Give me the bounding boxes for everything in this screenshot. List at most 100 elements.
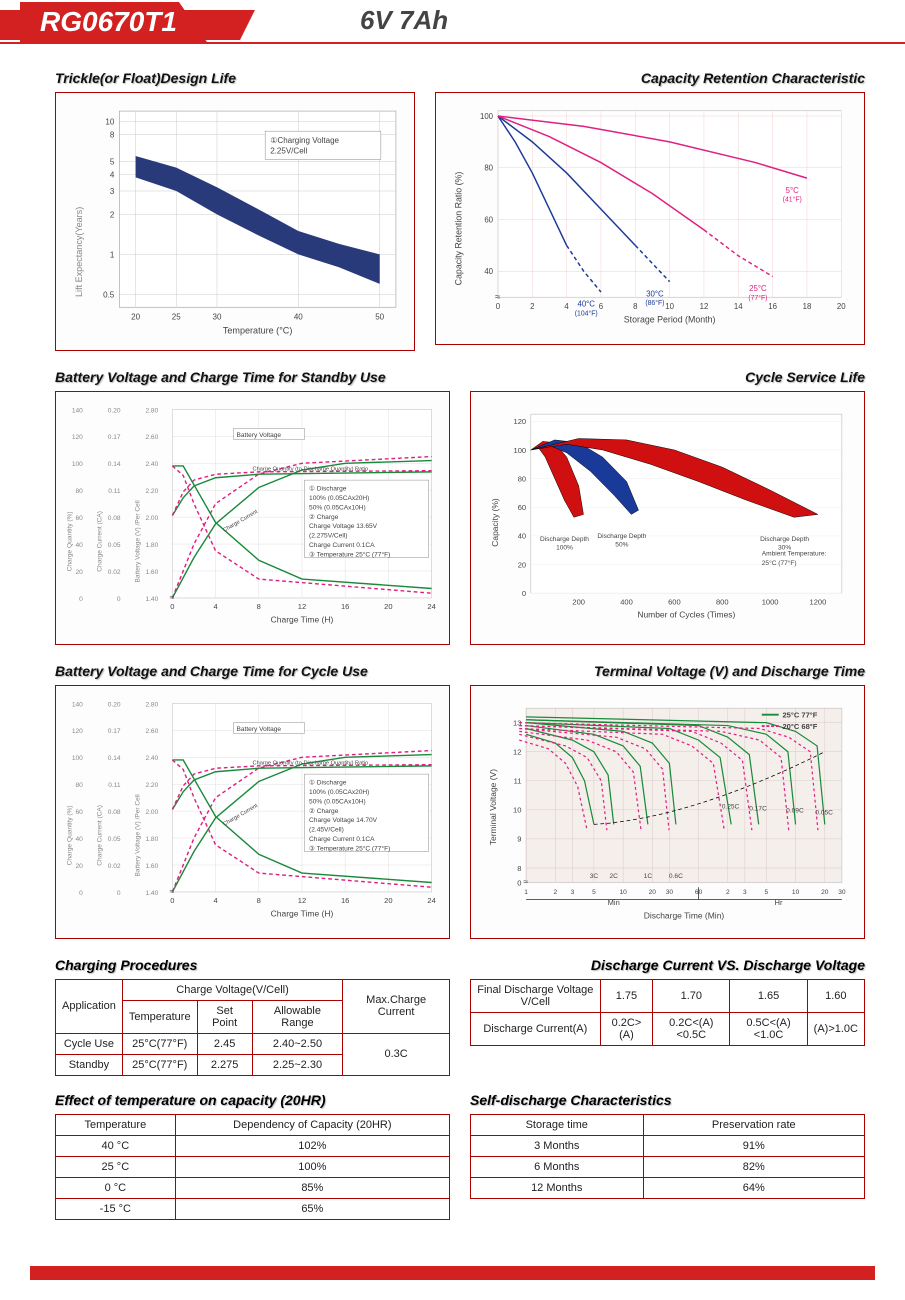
charging-procedures-title: Charging Procedures (55, 957, 450, 973)
svg-text:16: 16 (768, 302, 777, 311)
svg-text:120: 120 (72, 435, 83, 442)
svg-text:(41°F): (41°F) (783, 196, 802, 204)
svg-text:30: 30 (212, 312, 221, 321)
svg-text:Discharge Depth: Discharge Depth (760, 536, 809, 543)
svg-text:Discharge Depth: Discharge Depth (540, 536, 589, 543)
svg-text:20: 20 (76, 569, 84, 576)
svg-text:① Discharge: ① Discharge (309, 485, 347, 493)
cyclelife-title: Cycle Service Life (470, 369, 865, 385)
svg-text:60: 60 (76, 809, 84, 816)
svg-text:20: 20 (384, 896, 392, 905)
svg-text:2.40: 2.40 (145, 755, 158, 762)
trickle-svg: 0.5123458102025304050①Charging Voltage2.… (64, 101, 406, 342)
capacity-panel: Capacity Retention Characteristic 024681… (435, 70, 865, 351)
svg-text:3: 3 (110, 187, 115, 196)
svg-text:Charge Current (CA): Charge Current (CA) (97, 511, 104, 572)
content: Trickle(or Float)Design Life 0.512345810… (0, 70, 905, 1256)
svg-text:(77°F): (77°F) (748, 294, 767, 302)
svg-text:18: 18 (803, 302, 812, 311)
svg-text:60: 60 (484, 215, 493, 224)
svg-text:4: 4 (213, 896, 217, 905)
svg-text:10: 10 (619, 889, 627, 896)
svg-text:10: 10 (665, 302, 674, 311)
svg-text:1.40: 1.40 (145, 890, 158, 897)
cyclecharge-svg: 04812162024001.40200.021.60400.051.80600… (64, 694, 441, 930)
temp-effect-block: Effect of temperature on capacity (20HR)… (55, 1092, 450, 1220)
svg-text:25°C 77°F: 25°C 77°F (782, 711, 817, 720)
svg-text:600: 600 (668, 598, 681, 607)
svg-text:3C: 3C (590, 873, 599, 880)
svg-text:Charge Quantity (%): Charge Quantity (%) (67, 512, 74, 572)
svg-text:③ Temperature 25°C (77°F): ③ Temperature 25°C (77°F) (309, 844, 390, 852)
standby-title: Battery Voltage and Charge Time for Stan… (55, 369, 450, 385)
charging-procedures-block: Charging Procedures Application Charge V… (55, 957, 450, 1076)
svg-text:5: 5 (110, 158, 115, 167)
svg-text:1: 1 (110, 250, 115, 259)
svg-text:100: 100 (72, 755, 83, 762)
svg-text:≈: ≈ (495, 292, 501, 303)
svg-text:2.20: 2.20 (145, 782, 158, 789)
svg-text:Charge Quantity (%): Charge Quantity (%) (67, 805, 74, 865)
svg-text:8: 8 (110, 130, 115, 139)
svg-text:60: 60 (518, 503, 526, 512)
cyclelife-chart: 02040608010012020040060080010001200Disch… (470, 391, 865, 645)
cp-ar-h: Allowable Range (252, 1000, 343, 1033)
svg-text:120: 120 (514, 418, 527, 427)
svg-text:0: 0 (522, 589, 526, 598)
cyclecharge-panel: Battery Voltage and Charge Time for Cycl… (55, 663, 450, 939)
svg-text:①Charging Voltage: ①Charging Voltage (270, 136, 339, 145)
svg-text:① Discharge: ① Discharge (309, 779, 347, 787)
svg-text:800: 800 (716, 598, 729, 607)
cyclelife-panel: Cycle Service Life 020406080100120200400… (470, 369, 865, 645)
temp-effect-title: Effect of temperature on capacity (20HR) (55, 1092, 450, 1108)
svg-text:3: 3 (743, 889, 747, 896)
svg-text:80: 80 (518, 475, 526, 484)
svg-text:(2.45V/Cell): (2.45V/Cell) (309, 827, 344, 834)
svg-text:1.40: 1.40 (145, 596, 158, 603)
svg-text:③ Temperature 25°C (77°F): ③ Temperature 25°C (77°F) (309, 551, 390, 559)
svg-text:8: 8 (257, 896, 261, 905)
svg-text:Number of Cycles (Times): Number of Cycles (Times) (637, 610, 735, 620)
svg-text:0.25C: 0.25C (722, 804, 740, 811)
svg-text:1.60: 1.60 (145, 863, 158, 870)
svg-text:4: 4 (110, 170, 115, 179)
svg-text:8: 8 (257, 603, 261, 612)
svg-text:≈: ≈ (523, 876, 528, 886)
svg-text:0: 0 (79, 596, 83, 603)
capacity-title: Capacity Retention Characteristic (435, 70, 865, 86)
svg-text:Charge Voltage 13.65V: Charge Voltage 13.65V (309, 524, 378, 531)
cyclecharge-chart: 04812162024001.40200.021.60400.051.80600… (55, 685, 450, 939)
svg-text:0.05: 0.05 (108, 542, 121, 549)
svg-text:50% (0.05CAx10H): 50% (0.05CAx10H) (309, 798, 366, 805)
svg-text:3: 3 (571, 889, 575, 896)
svg-text:10: 10 (792, 889, 800, 896)
svg-text:2.20: 2.20 (145, 488, 158, 495)
svg-text:20: 20 (131, 312, 140, 321)
svg-text:2.00: 2.00 (145, 515, 158, 522)
svg-text:1: 1 (524, 889, 528, 896)
svg-text:Battery Voltage (V) /Per Cell: Battery Voltage (V) /Per Cell (134, 794, 141, 877)
header-spec: 6V 7Ah (360, 5, 448, 36)
svg-text:0.5: 0.5 (103, 290, 115, 299)
discharge-block: Discharge Current VS. Discharge Voltage … (470, 957, 865, 1076)
dt-h2: Discharge Current(A) (471, 1012, 601, 1045)
svg-text:(2.275V/Cell): (2.275V/Cell) (309, 533, 347, 540)
svg-text:1.60: 1.60 (145, 569, 158, 576)
svg-text:0: 0 (170, 896, 174, 905)
cyclelife-svg: 02040608010012020040060080010001200Disch… (479, 400, 856, 636)
dt-h1: Final Discharge Voltage V/Cell (471, 979, 601, 1012)
svg-text:0.17: 0.17 (108, 435, 121, 442)
svg-text:100% (0.05CAx20H): 100% (0.05CAx20H) (309, 789, 369, 796)
svg-text:Capacity Retention Ratio (%): Capacity Retention Ratio (%) (454, 172, 464, 286)
svg-text:1000: 1000 (762, 598, 779, 607)
svg-text:100: 100 (514, 446, 527, 455)
svg-text:400: 400 (620, 598, 633, 607)
svg-text:20: 20 (649, 889, 657, 896)
svg-text:140: 140 (72, 701, 83, 708)
svg-text:80: 80 (484, 164, 493, 173)
svg-text:12: 12 (700, 302, 709, 311)
svg-text:Capacity (%): Capacity (%) (490, 499, 500, 548)
svg-text:20: 20 (837, 302, 846, 311)
discharge-title: Discharge Current VS. Discharge Voltage (470, 957, 865, 973)
svg-text:0: 0 (117, 890, 121, 897)
